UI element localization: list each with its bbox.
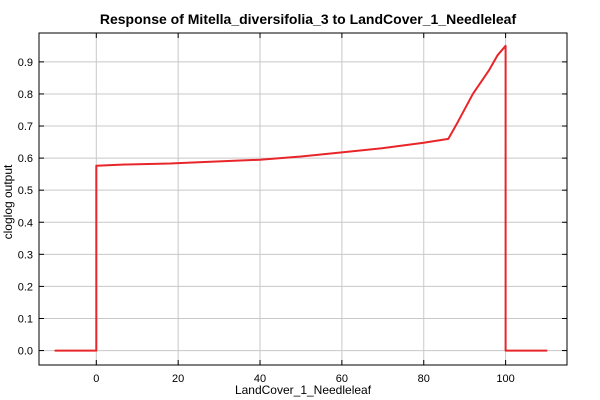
y-tick-label: 0.0 <box>18 346 33 358</box>
x-tick-label: 100 <box>496 373 514 385</box>
y-tick-label: 0.6 <box>18 153 33 165</box>
y-tick-label: 0.3 <box>18 249 33 261</box>
x-tick-label: 40 <box>254 373 266 385</box>
response-line <box>54 44 548 352</box>
y-tick-label: 0.5 <box>18 185 33 197</box>
y-tick-label: 0.8 <box>18 89 33 101</box>
y-tick-label: 0.2 <box>18 281 33 293</box>
x-tick-label: 0 <box>93 373 99 385</box>
y-tick-label: 0.9 <box>18 57 33 69</box>
y-tick-label: 0.1 <box>18 313 33 325</box>
x-axis-label: LandCover_1_Needleleaf <box>235 383 372 397</box>
x-tick-label: 20 <box>172 373 184 385</box>
axis-ticks: 0 20 40 60 80 100 0.0 0.1 0.2 0.3 0.4 0.5 0.6 0.7 0.8 0… <box>18 33 567 385</box>
series-layer <box>54 44 548 352</box>
y-tick-label: 0.4 <box>18 217 33 229</box>
plot-frame <box>38 32 568 366</box>
x-tick-label: 80 <box>418 373 430 385</box>
x-tick-label: 60 <box>336 373 348 385</box>
grid <box>39 33 567 365</box>
y-tick-label: 0.7 <box>18 121 33 133</box>
chart-title: Response of Mitella_diversifolia_3 to La… <box>100 11 517 27</box>
y-axis-label: cloglog output <box>1 164 15 239</box>
